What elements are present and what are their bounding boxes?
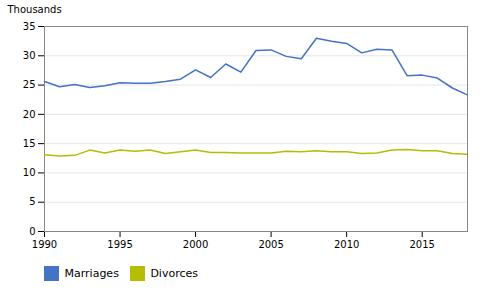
- html-text:Divorces: Divorces: [150, 267, 198, 280]
- svg-text:2005: 2005: [258, 239, 283, 250]
- svg-text:25: 25: [23, 79, 36, 90]
- svg-text:2010: 2010: [334, 239, 359, 250]
- svg-text:1995: 1995: [107, 239, 132, 250]
- svg-text:5: 5: [29, 196, 35, 207]
- svg-text:2000: 2000: [183, 239, 208, 250]
- svg-text:35: 35: [23, 21, 36, 32]
- svg-text:30: 30: [23, 50, 36, 61]
- svg-text:10: 10: [23, 167, 36, 178]
- svg-text:Thousands: Thousands: [7, 4, 62, 15]
- html-text:Marriages: Marriages: [64, 267, 119, 280]
- svg-text:2015: 2015: [409, 239, 434, 250]
- svg-text:20: 20: [23, 109, 36, 120]
- svg-text:0: 0: [29, 226, 35, 237]
- svg-text:15: 15: [23, 138, 36, 149]
- svg-text:1990: 1990: [32, 239, 57, 250]
